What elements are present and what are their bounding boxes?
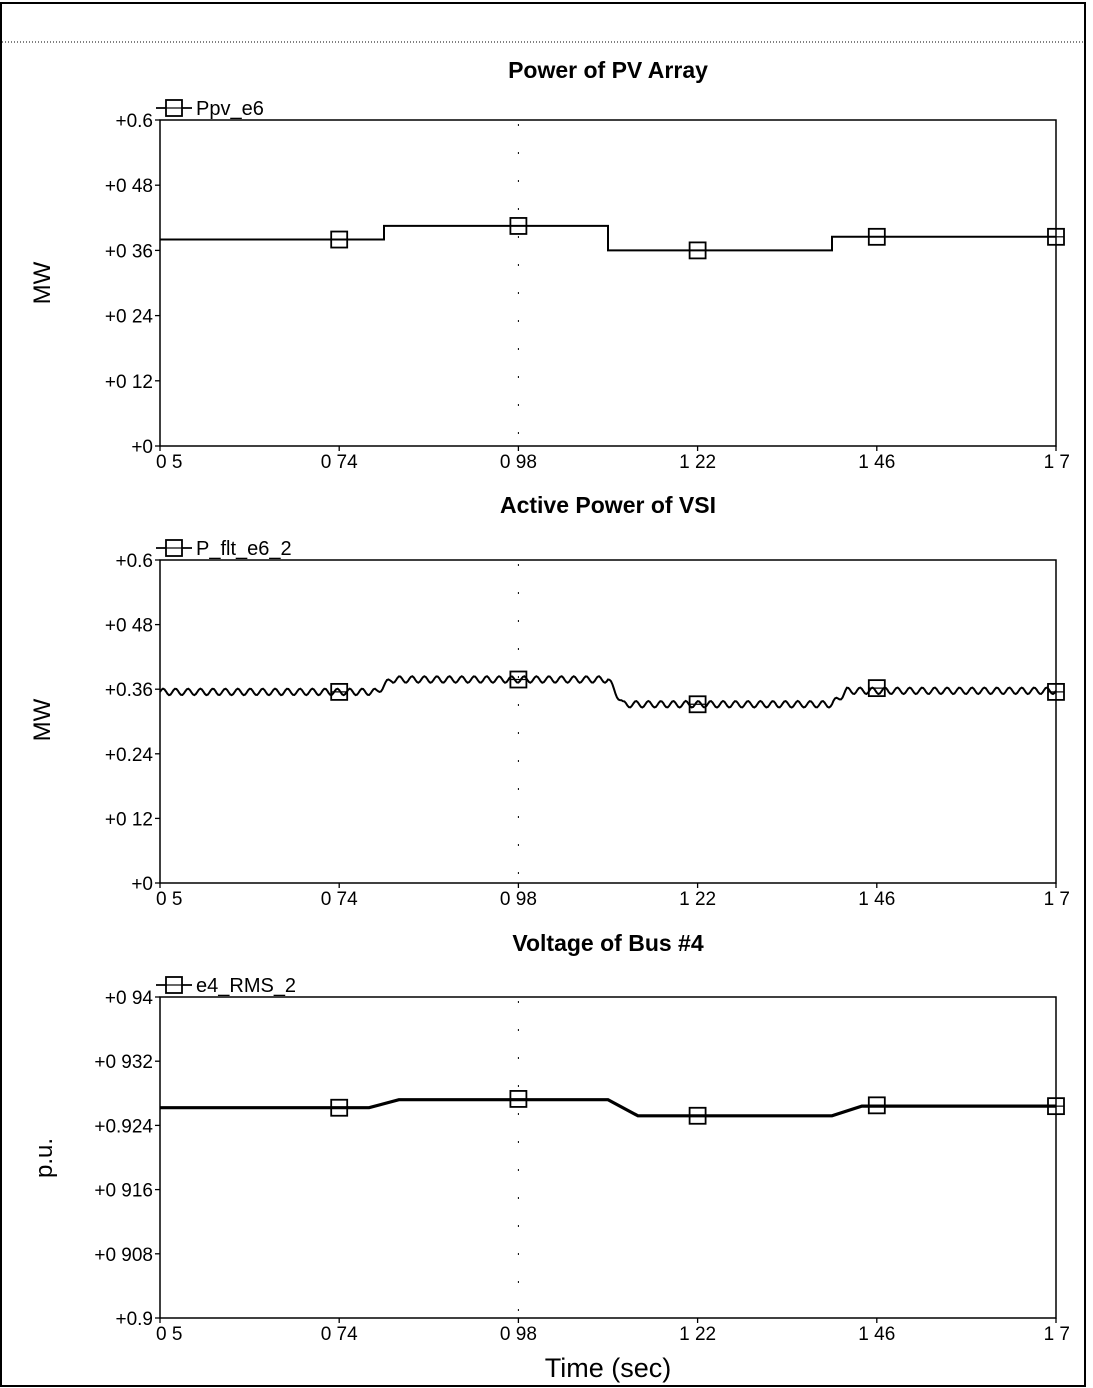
y-axis-label: MW [29,261,56,304]
series-line-1 [159,675,1057,709]
series-line-1 [160,1098,1056,1118]
x-tick-label: 0 5 [156,889,182,910]
x-tick-label: 0 74 [321,1324,358,1345]
x-tick-label: 1 22 [679,452,716,473]
chart-title: Voltage of Bus #4 [512,930,703,956]
y-tick-label: +0 [131,874,153,895]
legend-label: P_flt_e6_2 [196,538,292,560]
y-tick-label: +0 48 [105,616,153,637]
x-tick-label: 0 98 [500,1324,537,1345]
y-tick-label: +0 36 [105,241,153,262]
y-tick-label: +0 [131,437,153,458]
legend-label: Ppv_e6 [196,98,264,120]
y-axis-label: p.u. [31,1138,58,1178]
y-tick-label: +0 24 [105,307,154,328]
x-tick-label: 0 74 [321,452,358,473]
y-tick-label: +0 12 [105,809,153,830]
x-tick-label: 1 7 [1044,1324,1070,1345]
x-tick-label: 1 22 [679,889,716,910]
charts-container: Power of PV Array MW +0 +0 12 +0 24 +0 36 +0 4… [29,57,1070,1383]
series-line-1 [160,224,1056,252]
y-tick-label: +0.924 [94,1116,153,1137]
legend-label: e4_RMS_2 [196,975,296,997]
y-tick-label: +0.24 [105,745,154,766]
y-tick-label: +0 94 [105,988,154,1009]
x-tick-label: 0 5 [156,1324,182,1345]
x-tick-label: 1 46 [858,1324,895,1345]
y-tick-label: +0.36 [105,680,153,701]
x-axis-label: Time (sec) [545,1353,672,1383]
x-tick-label: 0 5 [156,452,182,473]
y-tick-label: +0 932 [94,1052,153,1073]
x-tick-label: 1 7 [1044,889,1070,910]
chart-panel-1: Power of PV Array MW +0 +0 12 +0 24 +0 36 +0 4… [29,57,1070,473]
y-axis-label: MW [29,698,56,741]
x-tick-label: 1 46 [858,452,895,473]
x-tick-label: 1 46 [858,889,895,910]
chart-panel-3: Voltage of Bus #4 p.u. +0.9 +0 908 +0 916 +0.… [31,930,1070,1383]
x-tick-label: 0 74 [321,889,358,910]
y-tick-label: +0 48 [105,176,153,197]
y-tick-label: +0 908 [94,1245,153,1266]
chart-title: Power of PV Array [508,57,708,83]
plot-area [159,559,1057,884]
y-tick-label: +0 12 [105,372,153,393]
chart-panel-2: Active Power of VSI MW +0 +0 12 +0.24 +0.36 +0… [29,492,1070,910]
x-tick-label: 0 98 [500,889,537,910]
y-tick-label: +0 916 [94,1181,153,1202]
plot-area [159,996,1057,1319]
y-tick-label: +0.9 [115,1309,153,1330]
x-tick-label: 1 22 [679,1324,716,1345]
x-tick-label: 0 98 [500,452,537,473]
chart-title: Active Power of VSI [500,492,716,518]
x-tick-label: 1 7 [1044,452,1070,473]
plot-area [159,119,1057,447]
y-tick-label: +0.6 [115,551,153,572]
y-tick-label: +0.6 [115,111,153,132]
